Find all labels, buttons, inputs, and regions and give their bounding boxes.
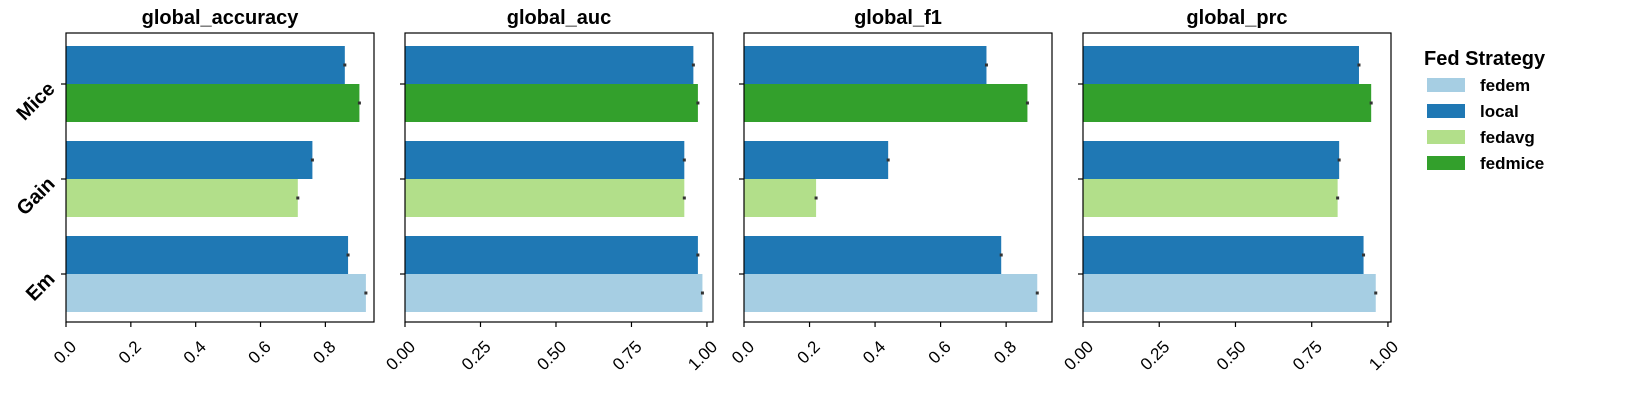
- legend-label-local: local: [1480, 102, 1519, 121]
- bar-mice-local: [405, 46, 694, 84]
- x-tick-label: 0.8: [990, 337, 1020, 367]
- x-tick-label: 0.50: [533, 337, 570, 374]
- bar-gain-fedavg: [405, 179, 685, 217]
- panel-global_prc: global_prc 0.00 0.25 0.50 0.75 1.00: [1060, 7, 1402, 374]
- x-tick-label: 0.75: [609, 337, 646, 374]
- bar-mice-local: [744, 46, 987, 84]
- bar-em-fedem: [405, 274, 703, 312]
- panel-title: global_prc: [1186, 7, 1287, 29]
- x-tick-label: 1.00: [1365, 337, 1402, 374]
- panel-title: global_auc: [507, 7, 611, 29]
- x-tick-label: 0.00: [1060, 337, 1097, 374]
- bar-gain-fedavg: [1083, 179, 1338, 217]
- legend-swatch-fedavg: [1427, 130, 1465, 144]
- bar-gain-fedavg: [744, 179, 817, 217]
- legend-title: Fed Strategy: [1424, 48, 1546, 70]
- x-tick-label: 0.75: [1289, 337, 1326, 374]
- legend: Fed Strategy fedem local fedavg fedmice: [1424, 48, 1546, 173]
- bar-em-fedem: [66, 274, 366, 312]
- panel-title: global_f1: [854, 7, 942, 29]
- legend-swatch-fedmice: [1427, 156, 1465, 170]
- panel-global_accuracy: global_accuracy 0.0 0.2 0.4 0.6 0.8 Mice Gain Em: [13, 7, 375, 367]
- x-tick-label: 0.6: [245, 337, 275, 367]
- legend-label-fedem: fedem: [1480, 76, 1530, 95]
- x-tick-label: 0.0: [728, 337, 758, 367]
- bar-gain-local: [405, 141, 685, 179]
- bar-em-local: [66, 236, 349, 274]
- bar-mice-local: [66, 46, 345, 84]
- panel-global_f1: global_f1 0.0 0.2 0.4 0.6 0.8: [728, 7, 1053, 367]
- bar-gain-local: [66, 141, 313, 179]
- x-tick-label: 0.25: [1137, 337, 1174, 374]
- y-tick-label-mice: Mice: [13, 78, 60, 125]
- bar-mice-fedmice: [405, 84, 698, 122]
- x-tick-label: 0.25: [458, 337, 495, 374]
- legend-label-fedmice: fedmice: [1480, 154, 1544, 173]
- bar-em-local: [744, 236, 1002, 274]
- x-tick-label: 0.0: [50, 337, 80, 367]
- x-tick-label: 0.00: [382, 337, 419, 374]
- bar-gain-local: [744, 141, 889, 179]
- bar-mice-fedmice: [1083, 84, 1372, 122]
- axes-frame: [404, 32, 714, 323]
- bar-em-fedem: [744, 274, 1038, 312]
- bar-em-local: [1083, 236, 1364, 274]
- legend-label-fedavg: fedavg: [1480, 128, 1535, 147]
- x-tick-label: 0.4: [859, 337, 889, 367]
- y-tick-label-em: Em: [22, 268, 60, 306]
- x-tick-label: 0.50: [1213, 337, 1250, 374]
- x-tick-label: 0.6: [925, 337, 955, 367]
- x-tick-label: 0.2: [794, 337, 824, 367]
- bar-em-local: [405, 236, 698, 274]
- legend-swatch-fedem: [1427, 78, 1465, 92]
- x-tick-label: 1.00: [684, 337, 721, 374]
- y-tick-label-gain: Gain: [13, 173, 60, 220]
- bar-mice-fedmice: [744, 84, 1028, 122]
- axes-frame: [743, 32, 1053, 323]
- bar-gain-local: [1083, 141, 1340, 179]
- legend-swatch-local: [1427, 104, 1465, 118]
- axes-frame: [1082, 32, 1392, 323]
- panel-title: global_accuracy: [142, 7, 300, 29]
- bar-em-fedem: [1083, 274, 1376, 312]
- bar-gain-fedavg: [66, 179, 298, 217]
- axes-frame: [65, 32, 375, 323]
- bar-mice-local: [1083, 46, 1359, 84]
- x-tick-label: 0.8: [309, 337, 339, 367]
- x-tick-label: 0.2: [115, 337, 145, 367]
- x-tick-label: 0.4: [180, 337, 210, 367]
- panel-global_auc: global_auc 0.00 0.25 0.50 0.75 1.00: [382, 7, 721, 374]
- bar-mice-fedmice: [66, 84, 360, 122]
